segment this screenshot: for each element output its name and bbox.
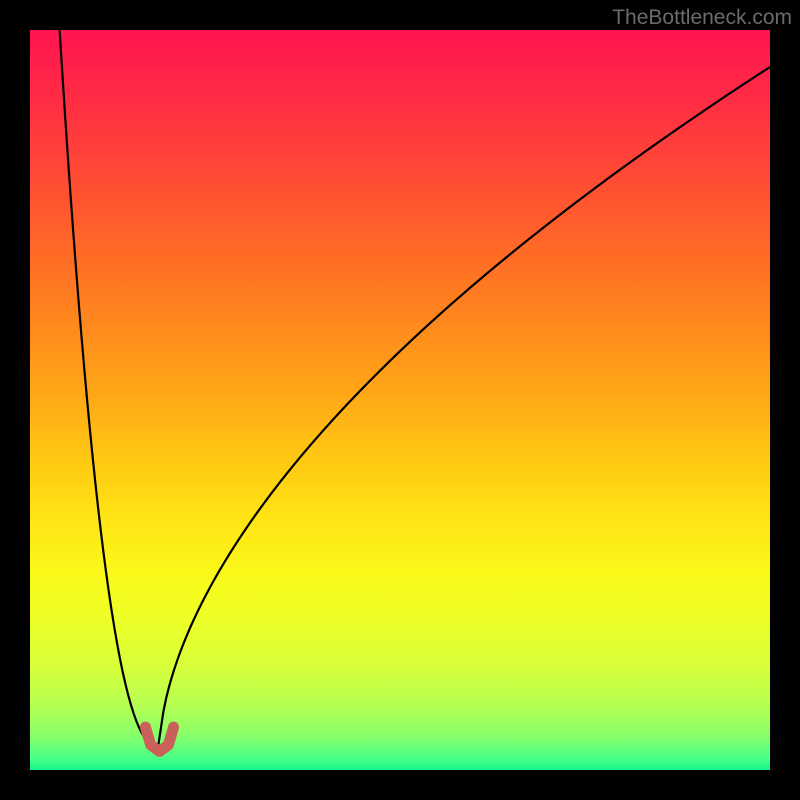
bottleneck-chart xyxy=(0,0,800,800)
chart-container: TheBottleneck.com xyxy=(0,0,800,800)
